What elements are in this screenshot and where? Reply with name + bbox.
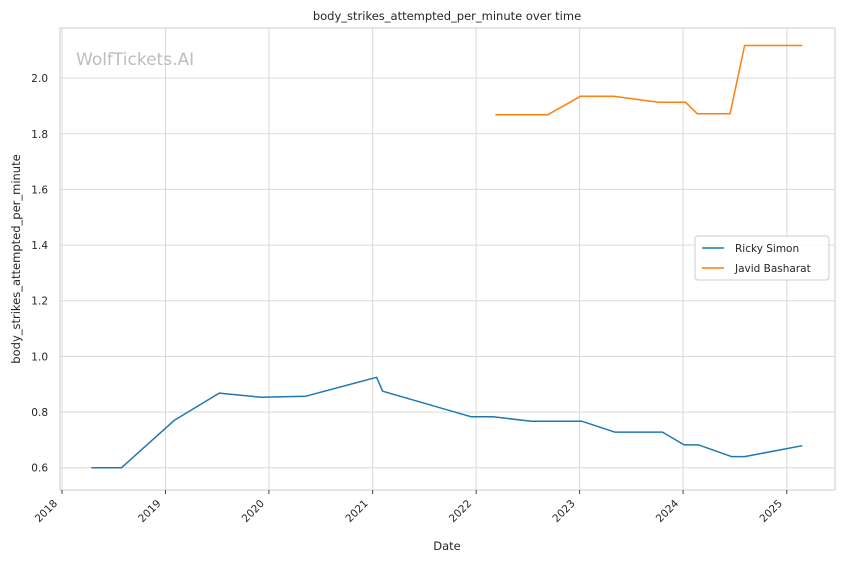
chart-title: body_strikes_attempted_per_minute over t… [313,9,581,23]
legend-label-ricky-simon: Ricky Simon [735,243,799,255]
x-tick-label: 2023 [550,498,577,525]
y-tick-label: 1.4 [31,240,48,252]
series-layer [91,44,803,469]
watermark: WolfTickets.AI [76,50,194,70]
x-tick-label: 2025 [758,498,785,525]
legend-box [694,235,830,281]
legend-label-javid-basharat: Javid Basharat [734,263,811,275]
y-tick-label: 1.8 [31,129,48,141]
x-tick-label: 2021 [343,498,370,525]
series-line-ricky-simon [91,376,803,469]
y-axis-label: body_strikes_attempted_per_minute [9,154,23,363]
y-tick-label: 1.6 [31,184,48,196]
y-tick-label: 2.0 [31,73,48,85]
x-tick-label: 2024 [654,497,682,525]
x-tick-label: 2018 [33,498,60,525]
x-tick-label: 2019 [136,498,163,525]
x-tick-label: 2020 [240,498,267,525]
y-tick-label: 0.8 [31,407,48,419]
legend: Ricky Simon Javid Basharat [694,235,830,281]
series-line-javid-basharat [495,44,803,116]
x-tick-label: 2022 [447,498,474,525]
y-tick-label: 1.0 [31,351,48,363]
y-tick-label: 0.6 [31,463,48,475]
x-axis-label: Date [433,539,461,553]
y-tick-label: 1.2 [31,296,48,308]
